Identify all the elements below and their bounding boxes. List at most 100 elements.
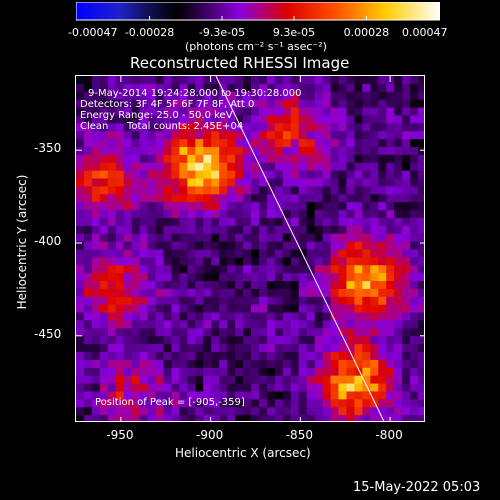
solar-limb-line — [215, 76, 385, 421]
heatmap-cell — [386, 241, 395, 250]
heatmap-cell — [386, 273, 395, 282]
heatmap-cell — [83, 186, 93, 195]
heatmap-cell — [235, 273, 244, 282]
heatmap-cell — [282, 273, 292, 282]
heatmap-cell — [147, 407, 157, 416]
heatmap-cell — [171, 146, 180, 156]
heatmap-cell — [139, 273, 149, 282]
heatmap-cell — [147, 288, 157, 298]
heatmap-cell — [76, 328, 85, 337]
heatmap-cell — [243, 375, 252, 385]
heatmap-cell — [394, 383, 403, 392]
heatmap-cell — [107, 139, 117, 148]
heatmap-cell — [410, 375, 419, 385]
heatmap-cell — [290, 320, 300, 329]
heatmap-cell — [251, 233, 260, 243]
heatmap-cell — [203, 83, 212, 93]
heatmap-cell — [107, 383, 117, 392]
heatmap-cell — [115, 367, 125, 377]
heatmap-cell — [330, 407, 339, 416]
heatmap-cell — [378, 170, 387, 180]
heatmap-cell — [227, 415, 236, 421]
heatmap-cell — [91, 194, 101, 203]
heatmap-cell — [243, 178, 252, 187]
heatmap-cell — [107, 123, 117, 132]
heatmap-cell — [410, 139, 419, 148]
heatmap-cell — [91, 304, 101, 314]
heatmap-cell — [402, 288, 411, 298]
heatmap-cell — [243, 399, 252, 408]
heatmap-cell — [354, 225, 363, 235]
heatmap-cell — [235, 249, 244, 258]
heatmap-cell — [290, 375, 300, 385]
heatmap-cell — [266, 383, 276, 392]
heatmap-cell — [76, 415, 85, 421]
heatmap-cell — [322, 304, 332, 314]
heatmap-cell — [338, 336, 347, 345]
heatmap-cell — [107, 312, 117, 321]
heatmap-cell — [115, 415, 125, 421]
heatmap-cell — [258, 139, 268, 148]
heatmap-cell — [346, 273, 355, 282]
heatmap-cell — [219, 288, 228, 298]
heatmap-cell — [115, 162, 125, 172]
heatmap-cell — [322, 91, 332, 101]
heatmap-cell — [306, 359, 316, 369]
heatmap-cell — [418, 83, 424, 93]
heatmap-cell — [402, 336, 411, 345]
heatmap-cell — [187, 359, 196, 369]
heatmap-cell — [314, 336, 324, 345]
y-axis-label: Heliocentric Y (arcsec) — [15, 174, 29, 310]
heatmap-cell — [99, 273, 109, 282]
heatmap-cell — [354, 194, 363, 203]
heatmap-cell — [314, 241, 324, 250]
heatmap-cell — [394, 170, 403, 180]
heatmap-cell — [91, 312, 101, 321]
heatmap-cell — [274, 296, 284, 306]
heatmap-cell — [298, 257, 308, 266]
heatmap-cell — [227, 383, 236, 392]
heatmap-cell — [370, 107, 379, 116]
heatmap-cell — [354, 288, 363, 298]
heatmap-cell — [418, 202, 424, 211]
heatmap-cell — [91, 328, 101, 337]
heatmap-cell — [243, 320, 252, 329]
heatmap-cell — [346, 304, 355, 314]
heatmap-cell — [243, 186, 252, 195]
heatmap-cell — [290, 202, 300, 211]
heatmap-cell — [386, 146, 395, 156]
heatmap-cell — [354, 99, 363, 109]
heatmap-cell — [410, 162, 419, 172]
heatmap-cell — [227, 178, 236, 187]
heatmap-cell — [163, 76, 172, 85]
heatmap-cell — [107, 304, 117, 314]
heatmap-cell — [99, 107, 109, 116]
heatmap-cell — [99, 415, 109, 421]
heatmap-cell — [402, 123, 411, 132]
heatmap-cell — [163, 288, 172, 298]
heatmap-cell — [322, 146, 332, 156]
heatmap-cell — [76, 186, 85, 195]
heatmap-cell — [211, 186, 220, 195]
heatmap-cell — [362, 383, 371, 392]
heatmap-cell — [155, 131, 164, 140]
heatmap-cell — [338, 391, 347, 400]
heatmap-cell — [203, 76, 212, 85]
heatmap-cell — [171, 288, 180, 298]
heatmap-cell — [139, 76, 149, 85]
heatmap-cell — [203, 202, 212, 211]
heatmap-cell — [203, 186, 212, 195]
heatmap-cell — [330, 304, 339, 314]
heatmap-cell — [147, 162, 157, 172]
heatmap-cell — [322, 170, 332, 180]
heatmap-cell — [211, 399, 220, 408]
heatmap-cell — [91, 367, 101, 377]
heatmap-cell — [394, 336, 403, 345]
heatmap-cell — [266, 178, 276, 187]
heatmap-cell — [394, 162, 403, 172]
heatmap-cell — [386, 210, 395, 219]
heatmap-cell — [378, 115, 387, 124]
heatmap-cell — [179, 391, 188, 400]
heatmap-image — [76, 76, 424, 421]
heatmap-cell — [354, 352, 363, 361]
